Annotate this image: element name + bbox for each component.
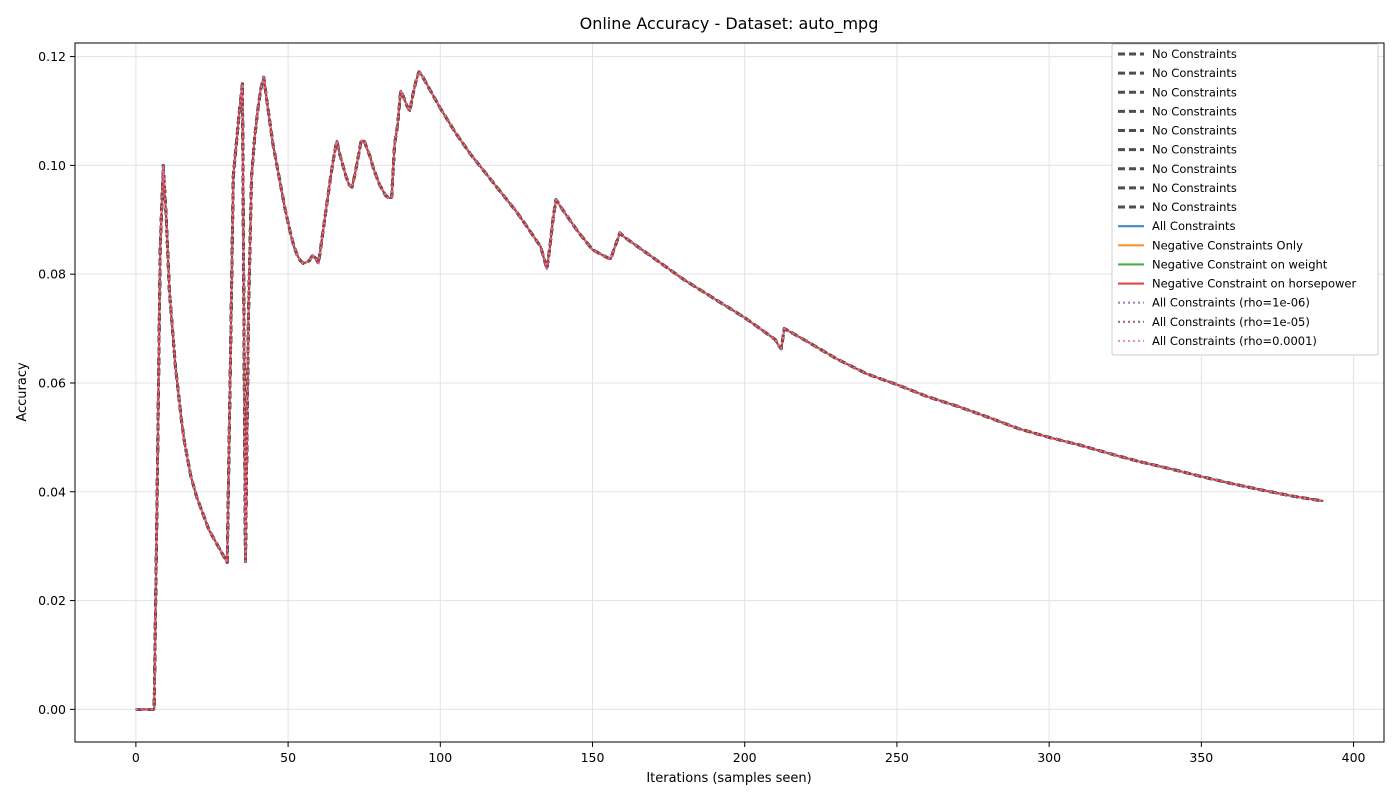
legend-label: No Constraints <box>1152 162 1237 176</box>
x-tick-label: 350 <box>1189 750 1213 765</box>
x-tick-label: 50 <box>280 750 296 765</box>
y-tick-label: 0.08 <box>38 267 66 282</box>
legend-label: Negative Constraints Only <box>1152 238 1303 252</box>
x-tick-label: 250 <box>885 750 909 765</box>
y-tick-label: 0.10 <box>38 158 66 173</box>
plot-frame <box>74 42 1385 743</box>
x-tick-label: 200 <box>733 750 757 765</box>
x-axis-label: Iterations (samples seen) <box>646 771 811 786</box>
y-tick-label: 0.00 <box>38 702 66 717</box>
legend-label: No Constraints <box>1152 66 1237 80</box>
legend-label: No Constraints <box>1152 104 1237 118</box>
x-tick-label: 0 <box>132 750 140 765</box>
legend-label: No Constraints <box>1152 143 1237 157</box>
chart-title: Online Accuracy - Dataset: auto_mpg <box>580 14 879 34</box>
legend-label: All Constraints (rho=0.0001) <box>1152 334 1317 348</box>
legend-label: Negative Constraint on weight <box>1152 257 1328 271</box>
x-axis-ticks: 0 50 100 150 200 250 300 350 400 <box>132 742 1366 765</box>
legend-label: No Constraints <box>1152 124 1237 138</box>
y-axis-label: Accuracy <box>15 362 30 422</box>
x-tick-label: 150 <box>581 750 605 765</box>
series-layer <box>135 70 1324 711</box>
legend-label: No Constraints <box>1152 85 1237 99</box>
legend-box <box>1111 43 1379 356</box>
legend-label: All Constraints (rho=1e-06) <box>1152 296 1310 310</box>
x-tick-label: 300 <box>1037 750 1061 765</box>
y-axis-ticks: 0.00 0.02 0.04 0.06 0.08 0.10 0.12 <box>38 49 75 717</box>
x-tick-label: 100 <box>428 750 452 765</box>
series-line <box>135 70 1324 711</box>
x-tick-label: 400 <box>1342 750 1366 765</box>
legend-label: No Constraints <box>1152 181 1237 195</box>
legend: No Constraints No Constraints No Constrain… <box>1111 43 1379 356</box>
legend-label: All Constraints (rho=1e-05) <box>1152 315 1310 329</box>
y-tick-label: 0.02 <box>38 593 66 608</box>
legend-label: No Constraints <box>1152 47 1237 61</box>
legend-label: No Constraints <box>1152 200 1237 214</box>
y-tick-label: 0.06 <box>38 375 66 390</box>
y-tick-label: 0.12 <box>38 49 66 64</box>
legend-label: All Constraints <box>1152 219 1236 233</box>
legend-label: Negative Constraint on horsepower <box>1152 277 1356 291</box>
y-tick-label: 0.04 <box>38 484 66 499</box>
